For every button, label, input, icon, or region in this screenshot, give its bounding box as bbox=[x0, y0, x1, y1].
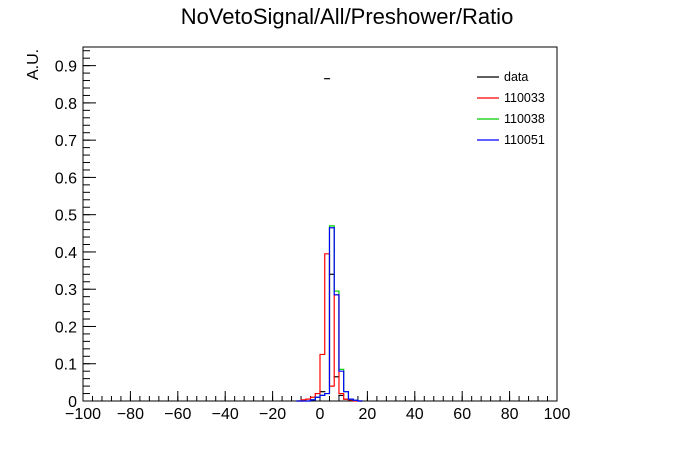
y-tick-label: 0 bbox=[68, 394, 77, 411]
legend-label-110051: 110051 bbox=[504, 133, 545, 147]
y-tick-label: 0.2 bbox=[55, 319, 77, 336]
x-tick-label: 40 bbox=[406, 406, 424, 423]
x-tick-label: −40 bbox=[212, 406, 239, 423]
y-axis-title: A.U. bbox=[25, 49, 42, 80]
x-tick-label: −20 bbox=[259, 406, 286, 423]
y-tick-label: 0.7 bbox=[55, 133, 77, 150]
y-tick-label: 0.1 bbox=[55, 357, 77, 374]
x-tick-label: −80 bbox=[117, 406, 144, 423]
y-tick-label: 0.6 bbox=[55, 170, 77, 187]
x-tick-label: 60 bbox=[453, 406, 471, 423]
y-tick-label: 0.8 bbox=[55, 96, 77, 113]
series-layer bbox=[296, 78, 363, 402]
x-tick-label: 80 bbox=[501, 406, 519, 423]
axis-ticks bbox=[82, 50, 558, 402]
legend: data 110033 110038 110051 bbox=[477, 70, 545, 147]
legend-label-110038: 110038 bbox=[504, 112, 545, 126]
x-tick-label: 20 bbox=[359, 406, 377, 423]
x-tick-label: −60 bbox=[164, 406, 191, 423]
y-tick-label: 0.9 bbox=[55, 59, 77, 76]
legend-label-110033: 110033 bbox=[504, 91, 545, 105]
y-tick-label: 0.4 bbox=[55, 245, 77, 262]
x-tick-label: 0 bbox=[316, 406, 325, 423]
y-tick-label: 0.5 bbox=[55, 208, 77, 225]
y-tick-label: 0.3 bbox=[55, 282, 77, 299]
legend-label-data: data bbox=[504, 70, 528, 84]
x-tick-label: −100 bbox=[65, 406, 101, 423]
series-110051-line bbox=[296, 227, 363, 402]
tick-labels: −100 −80 −60 −40 −20 0 20 40 60 80 100 0 0.1 0.2 0.3 0.… bbox=[55, 59, 571, 423]
plot-frame bbox=[82, 46, 558, 402]
x-tick-label: 100 bbox=[544, 406, 571, 423]
chart-title: NoVetoSignal/All/Preshower/Ratio bbox=[181, 4, 514, 29]
